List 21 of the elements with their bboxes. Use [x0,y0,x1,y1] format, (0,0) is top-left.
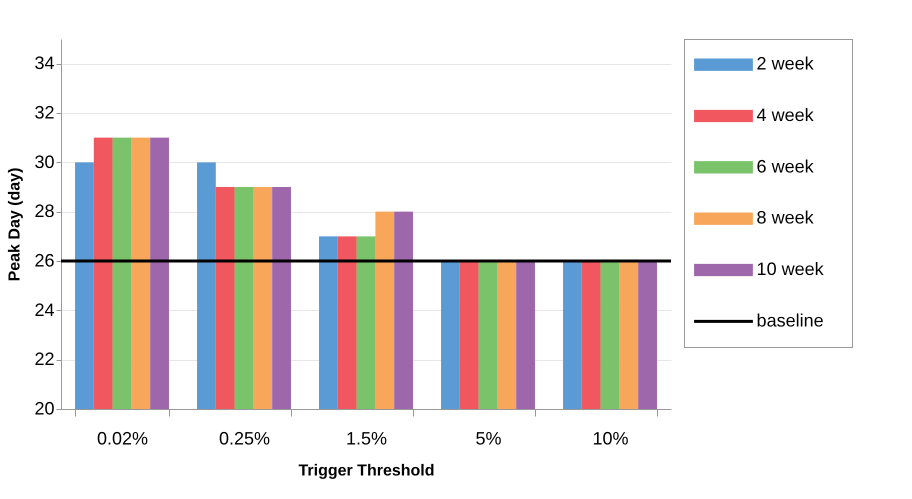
x-tick-label: 0.02% [96,428,148,448]
legend-label: 4 week [756,105,815,125]
x-tick-label: 5% [475,428,502,448]
legend-label: 10 week [756,259,825,279]
y-tick-label: 30 [34,152,54,172]
legend-label: 8 week [756,208,815,228]
x-tick-label: 1.5% [346,428,388,448]
y-tick-label: 32 [34,102,54,122]
y-tick-label: 24 [34,300,54,320]
y-tick-label: 22 [34,349,54,370]
x-tick-label: 10% [592,428,629,448]
legend-label: 2 week [756,54,815,74]
legend-label: baseline [756,310,824,330]
y-axis-title: Peak Day (day) [6,168,24,282]
x-tick-label: 0.25% [218,428,270,448]
y-tick-label: 34 [34,53,54,74]
y-tick-label: 20 [34,398,54,418]
legend-label: 6 week [756,156,815,176]
y-tick-label: 26 [34,250,54,270]
x-axis-title: Trigger Threshold [298,462,435,480]
y-tick-label: 28 [34,201,54,222]
